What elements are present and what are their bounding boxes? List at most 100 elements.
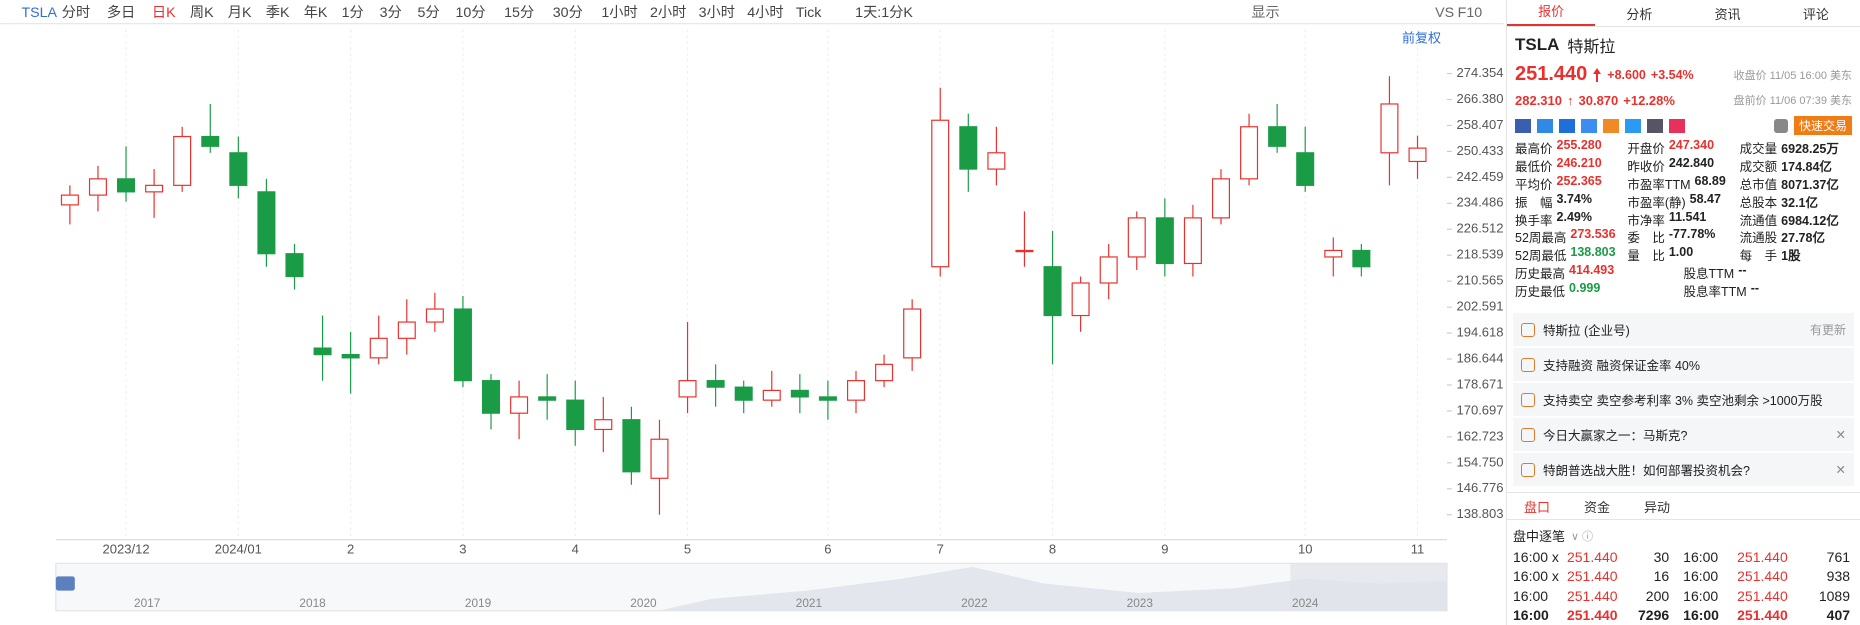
bottom-tab[interactable]: 资金: [1583, 499, 1610, 515]
news-icon: [1521, 462, 1535, 477]
close-icon[interactable]: ✕: [1835, 428, 1846, 443]
candle-body: [453, 308, 472, 382]
stat-label: 流通股: [1739, 231, 1778, 246]
icon[interactable]: [1603, 118, 1619, 133]
candle-body: [818, 396, 837, 401]
stat-row: 最高价 255.280 开盘价 247.340 成交量 6928.25万: [1515, 138, 1852, 157]
tab[interactable]: 资讯: [1714, 6, 1741, 22]
candle-body: [1296, 152, 1315, 186]
candle-body: [790, 389, 809, 398]
tab[interactable]: 分析: [1626, 6, 1653, 22]
close-icon[interactable]: ✕: [1835, 463, 1846, 478]
candle-body: [173, 135, 192, 186]
news-extra: 有更新: [1809, 323, 1846, 338]
period-tab[interactable]: 周K: [190, 5, 214, 21]
trade-button[interactable]: 快速交易: [1793, 116, 1852, 135]
news-item[interactable]: 特斯拉 (企业号) 有更新: [1513, 313, 1854, 347]
stat-cell: 市盈率TTM 68.89: [1627, 174, 1739, 193]
toolbar-button[interactable]: VS: [1435, 5, 1454, 21]
stat-label: 换手率: [1515, 213, 1553, 228]
stat-cell: 成交量 6928.25万: [1740, 138, 1852, 157]
toolbar-button[interactable]: F10: [1458, 5, 1483, 21]
trade-cell: 7296: [1638, 607, 1670, 624]
trade-cell: 200: [1645, 587, 1670, 604]
stat-row: 52周最低 138.803 量 比 1.00 每 手 1股: [1515, 245, 1852, 264]
period-tab[interactable]: Tick: [796, 5, 822, 21]
stat-value: 58.47: [1689, 191, 1721, 206]
stat-value: 1股: [1781, 249, 1801, 264]
candle-body: [706, 380, 725, 388]
tab[interactable]: 评论: [1802, 6, 1829, 22]
icon[interactable]: [1537, 118, 1553, 133]
x-tick-label: 11: [1411, 542, 1425, 557]
stat-cell: 平均价 252.365: [1515, 174, 1627, 193]
period-tab[interactable]: 月K: [228, 5, 252, 21]
news-item[interactable]: 支持融资 融资保证金率 40%: [1513, 348, 1854, 382]
stat-label: 委 比: [1627, 231, 1665, 246]
bottom-tab[interactable]: 异动: [1643, 499, 1670, 515]
stat-value: 273.536: [1570, 227, 1616, 242]
trade-cell: 16:00 x: [1513, 568, 1559, 585]
icon[interactable]: [1625, 118, 1641, 133]
toolbar-button[interactable]: 显示: [1251, 5, 1279, 21]
stat-value: 6984.12亿: [1781, 213, 1839, 228]
stat-value: 8071.37亿: [1781, 178, 1839, 192]
icon[interactable]: [1669, 118, 1685, 133]
navigator-label: 2023: [1127, 596, 1154, 610]
period-tab[interactable]: 1分: [342, 4, 364, 21]
period-tab[interactable]: 15分: [504, 4, 534, 21]
news-item[interactable]: 支持卖空 卖空参考利率 3% 卖空池剩余 >1000万股: [1513, 383, 1854, 417]
icon[interactable]: [1515, 118, 1531, 133]
period-tab[interactable]: 10分: [456, 4, 486, 21]
period-tab[interactable]: 30分: [553, 4, 583, 21]
period-tab[interactable]: 1天:1分K: [855, 4, 913, 21]
stat-value: 2.49%: [1556, 209, 1592, 224]
stat-value: 252.365: [1556, 174, 1602, 188]
period-tab[interactable]: 3小时: [699, 4, 735, 21]
navigator-label: 2020: [630, 596, 657, 610]
bottom-tab[interactable]: 盘口: [1523, 499, 1550, 515]
trade-cell: 251.440: [1566, 568, 1618, 585]
news-item[interactable]: 今日大赢家之一：马斯克? ✕: [1513, 418, 1854, 452]
period-tab[interactable]: 1小时: [601, 4, 637, 21]
candle-body: [1071, 282, 1090, 317]
y-tick-label: 258.407: [1456, 117, 1503, 132]
stat-value: 3.74%: [1556, 191, 1592, 206]
change: +8.600: [1607, 67, 1646, 82]
candle-body: [369, 337, 388, 359]
candle-body: [88, 178, 107, 196]
navigator-label: 2018: [299, 596, 326, 610]
news-item[interactable]: 特朗普选战大胜！如何部署投资机会? ✕: [1513, 453, 1854, 487]
stat-cell: 市盈率(静) 58.47: [1627, 192, 1739, 211]
bell[interactable]: [1773, 118, 1788, 133]
candle-body: [397, 321, 416, 339]
stat-cell: 每 手 1股: [1740, 245, 1852, 264]
icon[interactable]: [1581, 118, 1597, 133]
navigator-area: [658, 566, 1447, 611]
period-tab[interactable]: 5分: [418, 4, 440, 21]
icon[interactable]: [1559, 118, 1575, 133]
stat-value: 247.340: [1668, 138, 1715, 153]
y-tick-label: 242.459: [1456, 169, 1503, 184]
period-tab[interactable]: 年K: [304, 4, 328, 21]
tab[interactable]: 报价: [1507, 0, 1596, 26]
stat-value: --: [1750, 280, 1760, 295]
navigator-window[interactable]: [1290, 563, 1447, 611]
period-tab[interactable]: 2小时: [650, 4, 686, 21]
trades: 16:00 x 251.440 30 16:00 251.440 761 16:00 x 25…: [1507, 547, 1860, 625]
period-tab[interactable]: 3分: [380, 4, 402, 21]
stat-row: 历史最低 0.999 股息率TTM --: [1515, 281, 1852, 299]
period-tab[interactable]: 分时: [62, 4, 90, 21]
pre-note: 盘前价 11/06 07:39 美东: [1733, 95, 1852, 107]
candle-body: [959, 126, 978, 170]
period-tab[interactable]: 4小时: [747, 4, 783, 21]
period-tab[interactable]: 多日: [107, 4, 135, 21]
period-tab[interactable]: 季K: [266, 4, 290, 21]
period-tab[interactable]: 日K: [152, 5, 176, 21]
stat-label: 52周最低: [1515, 249, 1567, 264]
navigator-handle[interactable]: [55, 576, 75, 591]
candle-body: [1183, 217, 1202, 265]
icon[interactable]: [1647, 118, 1663, 133]
trade-row: 16:00 251.440 200 16:00 251.440 1089: [1507, 586, 1860, 606]
candle-body: [538, 396, 557, 401]
